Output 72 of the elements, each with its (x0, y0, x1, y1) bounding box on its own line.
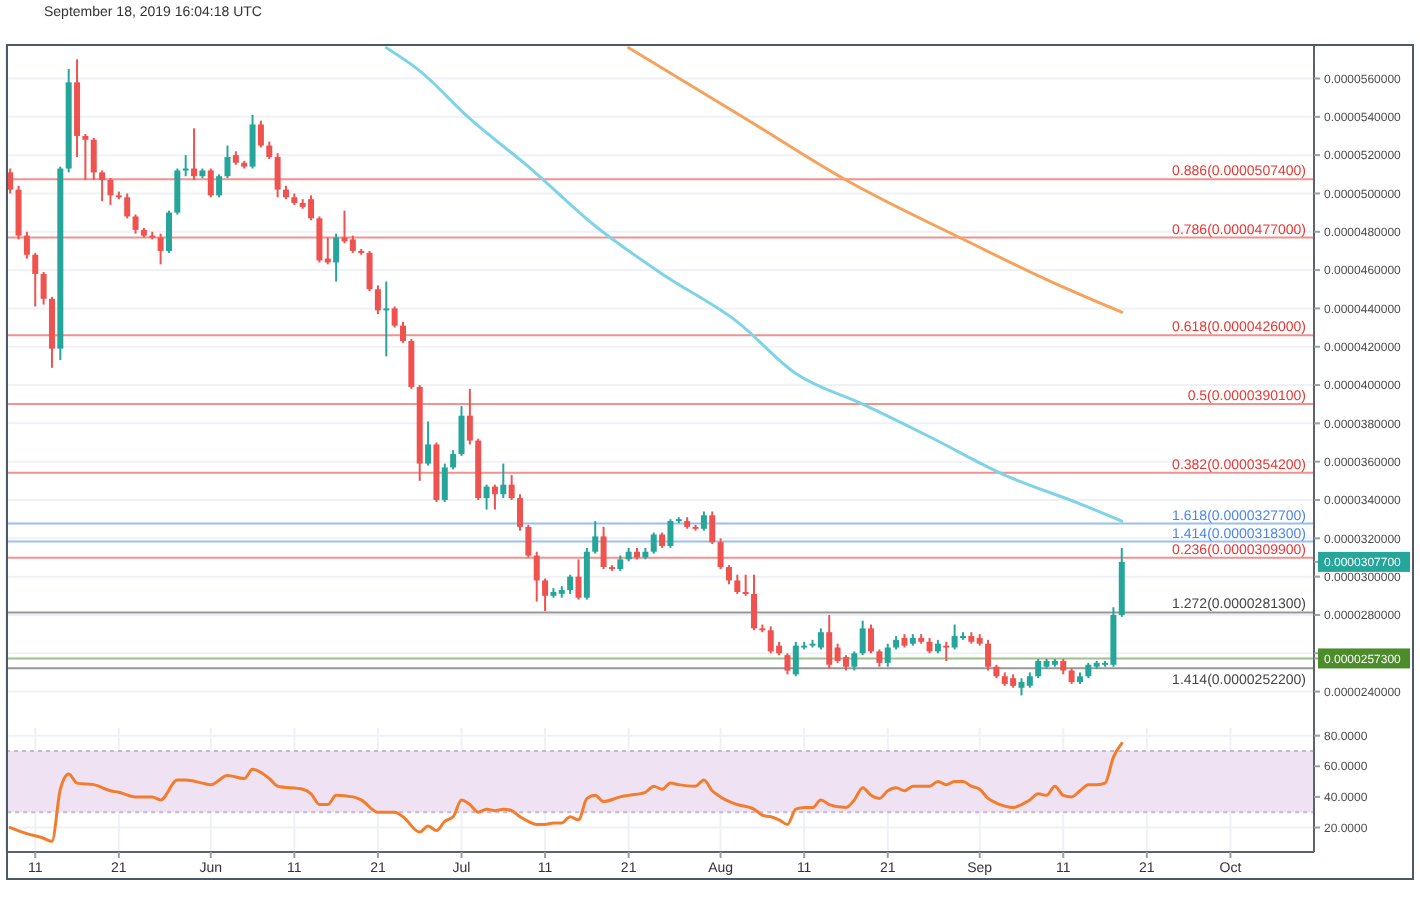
line-series (627, 46, 1124, 314)
candlestick (951, 623, 958, 651)
candlestick (383, 280, 390, 358)
candlestick (274, 152, 281, 199)
candlestick (700, 510, 707, 532)
candlestick (725, 564, 732, 586)
candlestick (408, 338, 415, 390)
candlestick (450, 449, 457, 471)
candlestick (767, 625, 774, 655)
candlestick (943, 640, 950, 662)
candlestick (600, 525, 607, 570)
candlestick (517, 493, 524, 532)
candlestick (567, 573, 574, 595)
candlestick (817, 627, 824, 651)
candlestick (366, 249, 373, 293)
candlestick (466, 387, 473, 446)
candlestick (216, 173, 223, 199)
candlestick (207, 167, 214, 199)
candlestick (99, 169, 106, 203)
candlestick (508, 474, 515, 501)
candlestick (751, 573, 758, 632)
candlestick (742, 573, 749, 597)
candlestick (592, 520, 599, 555)
candlestick (583, 546, 590, 601)
candlestick (40, 271, 47, 306)
candlestick (333, 232, 340, 283)
candlestick (709, 510, 716, 546)
candlestick (257, 119, 264, 149)
candlestick (851, 650, 858, 672)
candlestick (491, 483, 498, 511)
candlestick (868, 623, 875, 655)
candlestick (308, 194, 315, 222)
candlestick (107, 177, 114, 206)
candlestick (792, 640, 799, 678)
candlestick (542, 577, 549, 613)
candlestick (224, 144, 231, 180)
candlestick (374, 284, 381, 316)
candlestick (191, 127, 198, 182)
candlestick (667, 518, 674, 549)
candlestick (15, 184, 22, 241)
candlestick (533, 550, 540, 603)
candlestick (165, 209, 172, 254)
candlestick (784, 652, 791, 676)
candlestick (391, 305, 398, 329)
candlestick (483, 483, 490, 511)
line-series (8, 741, 1124, 843)
candlestick (650, 531, 657, 555)
candlestick (1035, 658, 1042, 680)
candlestick (826, 613, 833, 670)
candlestick (884, 642, 891, 668)
candlestick (157, 232, 164, 266)
candlestick (458, 405, 465, 457)
candlestick (734, 573, 741, 595)
candlestick (500, 462, 507, 500)
candlestick (249, 113, 256, 170)
candlestick (124, 192, 131, 220)
line-series (384, 46, 1124, 523)
candlestick (525, 523, 532, 559)
candlestick (316, 215, 323, 264)
candlestick (174, 167, 181, 216)
candlestick (425, 420, 432, 467)
candlestick (132, 213, 139, 235)
candlestick (32, 251, 39, 308)
candlestick (82, 133, 89, 182)
candlestick (441, 462, 448, 503)
candlestick (400, 320, 406, 344)
candlestick (90, 136, 97, 182)
candlestick (717, 537, 724, 570)
candlestick (985, 638, 992, 672)
candlestick (575, 558, 582, 601)
candlestick (859, 619, 866, 657)
candlestick (23, 230, 30, 260)
